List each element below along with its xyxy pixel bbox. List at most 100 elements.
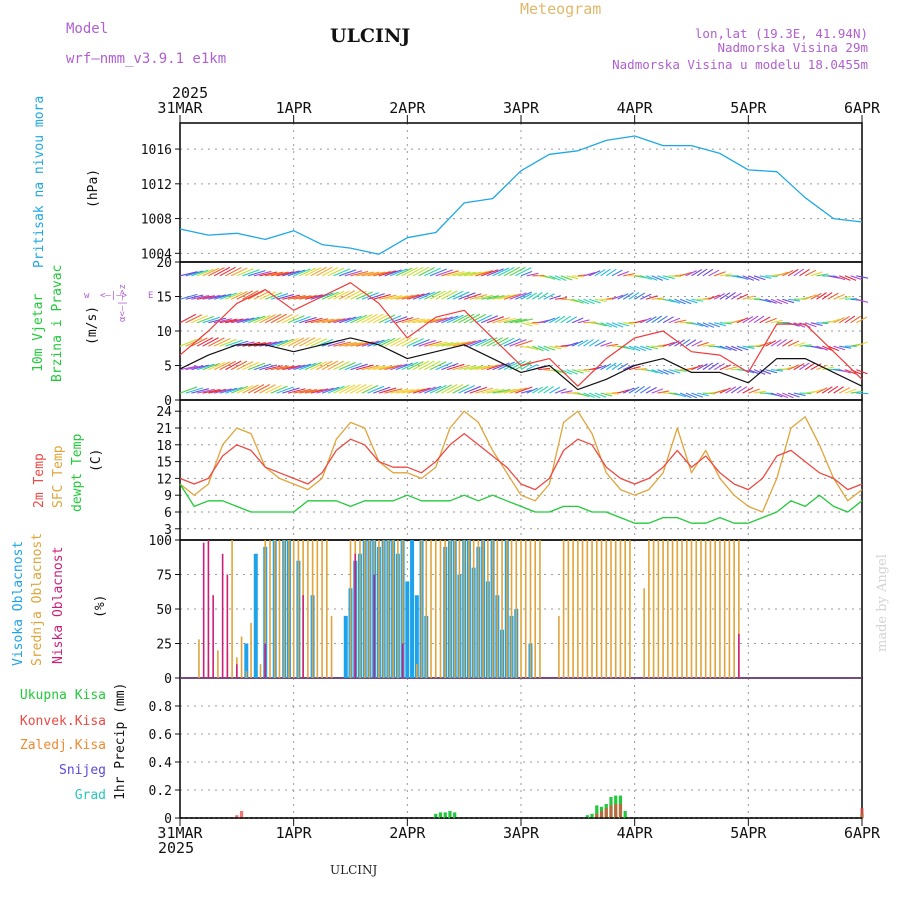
- wind-barb: [350, 341, 369, 347]
- wind-barb: [333, 361, 350, 371]
- wind-barb: [543, 345, 556, 351]
- wind-barb: [378, 387, 397, 394]
- wind-barb: [679, 298, 692, 305]
- wind-barb: [304, 361, 322, 371]
- wind-barb: [691, 298, 704, 302]
- wind-barb: [355, 384, 373, 394]
- wind-barb: [401, 337, 418, 347]
- wind-barb: [668, 369, 681, 374]
- wind-barb: [685, 339, 697, 347]
- wind-barb: [486, 316, 505, 324]
- wind-barb: [645, 345, 658, 350]
- product-title: Meteogram: [520, 0, 601, 18]
- wind-barb: [793, 268, 805, 277]
- wind-barb: [606, 343, 619, 347]
- compass-vertical: α<—|—>z: [118, 284, 128, 322]
- wind-barb: [469, 313, 487, 324]
- wind-barb: [657, 390, 670, 394]
- wind-barb: [753, 390, 766, 394]
- wind-barb: [469, 365, 488, 371]
- wind-barb: [628, 386, 640, 394]
- wind-barb: [429, 361, 447, 371]
- temperature-ytick-label: 18: [156, 439, 172, 454]
- wind-barb: [674, 298, 686, 305]
- wind-barb: [310, 361, 328, 371]
- wind-barb: [736, 386, 748, 394]
- wind-barb: [856, 316, 868, 324]
- wind-barb: [191, 269, 209, 277]
- wind-barb: [469, 270, 488, 277]
- wind-barb: [185, 294, 204, 300]
- precip-bar: [595, 813, 599, 818]
- top-time-label: 4APR: [617, 99, 654, 117]
- wind-barb: [373, 386, 391, 394]
- wind-barb: [657, 315, 668, 324]
- wind-barb: [191, 295, 210, 300]
- wind-barb: [498, 294, 516, 300]
- wind-barb: [355, 291, 373, 300]
- wind-barb: [509, 266, 526, 277]
- wind-barb: [475, 387, 493, 394]
- wind-barb: [571, 317, 584, 324]
- wind-barb: [713, 293, 726, 300]
- wind-barb: [407, 388, 425, 394]
- wind-barb: [674, 319, 687, 324]
- wind-barb: [696, 268, 708, 277]
- wind-barb: [191, 337, 208, 347]
- wind-barb: [259, 384, 276, 394]
- bottom-time-label: 6APR: [844, 824, 881, 842]
- wind-barb: [458, 313, 475, 324]
- wind-barb: [634, 385, 645, 394]
- wind-barb: [577, 319, 590, 324]
- wind-barb: [441, 362, 459, 371]
- wind-barb: [651, 275, 663, 281]
- wind-barb: [816, 345, 829, 351]
- wind-barb: [310, 266, 327, 277]
- wind-barb: [753, 315, 765, 324]
- pressure-line: [179, 135, 863, 255]
- wind-barb: [446, 341, 465, 347]
- wind-barb: [287, 315, 305, 324]
- wind-barb: [304, 317, 323, 324]
- wind-ytick-label: 15: [156, 291, 172, 306]
- wind-barb: [736, 275, 749, 281]
- wind-barb: [333, 317, 351, 324]
- year-label-bottom: 2025: [158, 839, 194, 857]
- wind-barb: [645, 295, 658, 300]
- wind-barb: [674, 392, 687, 398]
- wind-barb: [702, 268, 714, 277]
- wind-barb: [554, 388, 567, 394]
- wind-barb: [498, 337, 515, 347]
- wind-barb: [577, 339, 589, 347]
- wind-barb: [196, 388, 215, 394]
- wind-barb: [742, 345, 755, 349]
- model-label: Model: [66, 21, 108, 37]
- temperature-ytick-label: 3: [164, 523, 172, 538]
- wind-barb: [208, 267, 225, 277]
- wind-barb: [191, 314, 209, 324]
- wind-barb: [640, 345, 652, 351]
- wind-barb: [827, 292, 839, 300]
- wind-barb: [435, 316, 453, 324]
- wind-barb: [526, 322, 539, 325]
- wind-barb: [492, 388, 511, 394]
- wind-barb: [714, 345, 727, 350]
- wind-barb: [259, 314, 276, 324]
- wind-barb: [367, 339, 385, 347]
- wind-barb: [588, 339, 600, 347]
- wind-barb: [230, 290, 248, 300]
- wind-barb: [634, 345, 646, 352]
- bottom-time-label: 4APR: [617, 824, 654, 842]
- wind-barb: [395, 267, 413, 277]
- wind-barb: [605, 362, 617, 371]
- wind-barb: [248, 270, 266, 277]
- wind-barb: [395, 316, 414, 324]
- wind-barb: [765, 369, 778, 374]
- wind-barb: [486, 388, 505, 394]
- wind-barb: [577, 298, 590, 305]
- wind-barb: [600, 341, 613, 347]
- pressure-ytick-label: 1004: [141, 247, 172, 262]
- wind-barb: [191, 388, 209, 394]
- wind-barb: [571, 369, 584, 374]
- wind-barb: [594, 392, 607, 398]
